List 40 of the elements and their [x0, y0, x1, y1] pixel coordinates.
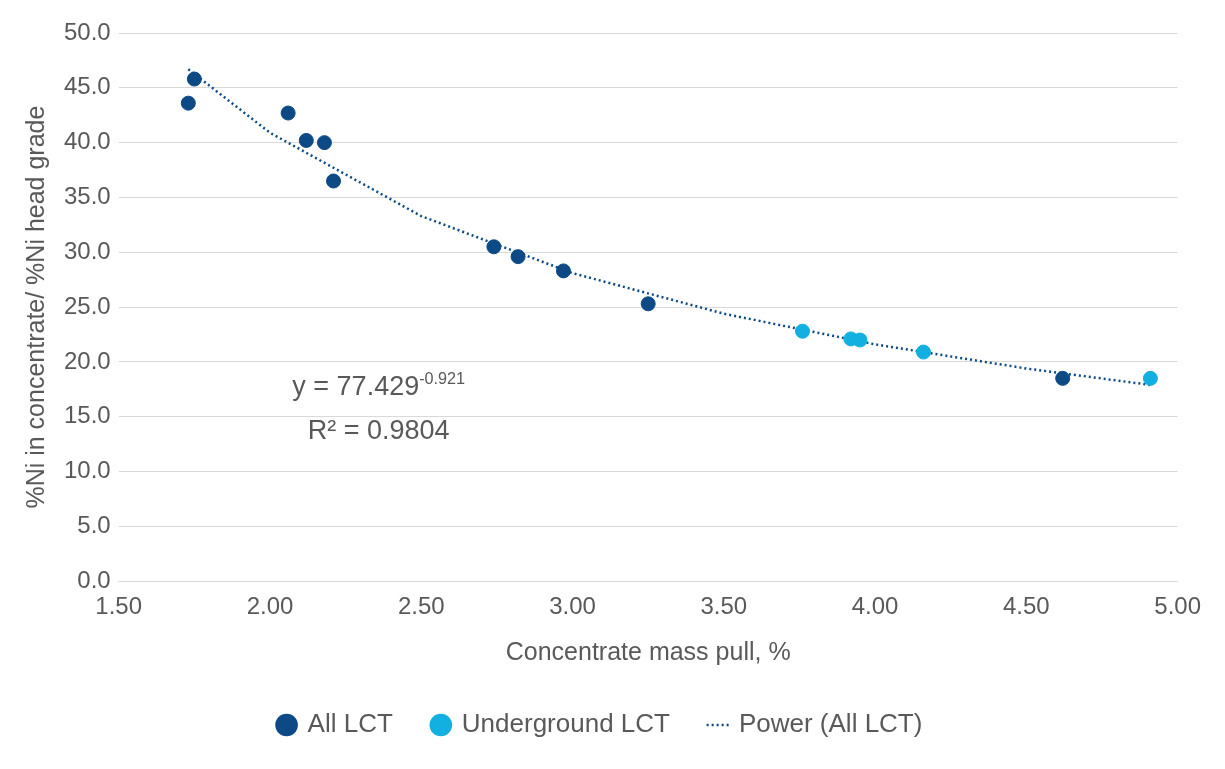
y-tick-label: 30.0: [63, 236, 111, 264]
point: [640, 296, 656, 312]
y-axis-title: %Ni in concentrate/ %Ni head grade: [20, 105, 49, 509]
point: [186, 71, 202, 87]
y-tick-label: 15.0: [63, 401, 111, 429]
y-tick-label: 45.0: [63, 72, 111, 100]
x-tick-label: 5.00: [1154, 592, 1201, 620]
point: [510, 249, 526, 265]
point: [316, 135, 332, 151]
point: [555, 263, 571, 279]
point: [852, 332, 868, 348]
x-axis-title: Concentrate mass pull, %: [505, 636, 791, 665]
point: [180, 95, 196, 111]
y-tick-label: 5.0: [77, 511, 111, 539]
point: [298, 132, 314, 148]
legend-label: All LCT: [307, 708, 393, 739]
y-tick-label: 10.0: [63, 456, 111, 484]
point: [794, 323, 810, 339]
y-tick-label: 25.0: [63, 291, 111, 319]
point: [486, 239, 502, 255]
legend-label: Underground LCT: [461, 708, 671, 739]
y-tick-label: 35.0: [63, 182, 111, 210]
y-tick-label: 0.0: [77, 565, 111, 593]
y-tick-label: 40.0: [63, 127, 111, 155]
point: [1055, 370, 1071, 386]
point: [326, 173, 342, 189]
point: [280, 105, 296, 121]
x-tick-label: 4.00: [851, 592, 899, 620]
x-tick-label: 2.50: [397, 592, 445, 620]
x-tick-label: 3.00: [549, 592, 596, 620]
x-tick-label: 1.50: [95, 592, 143, 620]
point: [916, 344, 931, 360]
legend-label: Power (All LCT): [738, 708, 923, 739]
x-tick-label: 2.00: [246, 592, 294, 620]
y-tick-label: 20.0: [63, 346, 111, 374]
x-tick-label: 4.50: [1003, 592, 1050, 620]
y-tick-label: 50.0: [63, 17, 111, 45]
point: [1142, 370, 1158, 386]
x-tick-label: 3.50: [700, 592, 748, 620]
annotation: R² = 0.9804: [307, 415, 450, 445]
